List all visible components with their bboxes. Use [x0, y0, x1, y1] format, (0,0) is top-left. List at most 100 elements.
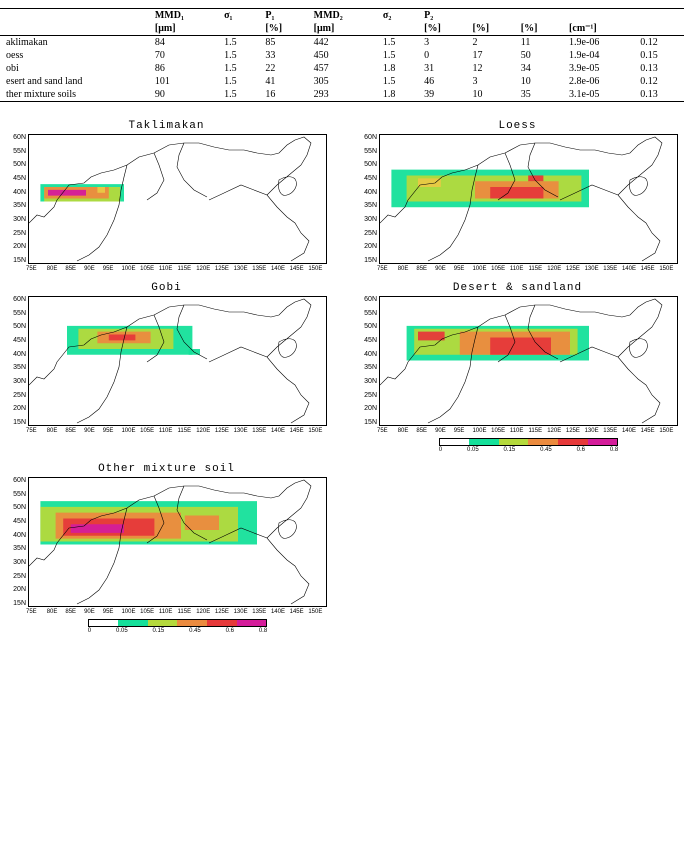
table-cell: 17: [466, 49, 514, 62]
x-axis-labels: 75E80E85E90E95E100E105E110E115E120E125E1…: [28, 266, 327, 272]
map-plot: [28, 134, 327, 264]
table-cell: 86: [149, 62, 218, 75]
table-cell: 1.9e-06: [563, 36, 634, 50]
table-cell: 31: [418, 62, 466, 75]
table-cell: 22: [259, 62, 307, 75]
map-title: Taklimakan: [6, 120, 327, 132]
map-panel: Taklimakan 60N55N50N45N40N35N30N25N20N15N…: [6, 120, 327, 272]
table-cell: 1.5: [218, 49, 259, 62]
param-table-section: MMD₁σ₁P₁MMD₂σ₂P₂ [μm][%][μm][%][%][%][cm…: [0, 0, 684, 110]
y-axis-labels: 60N55N50N45N40N35N30N25N20N15N: [6, 477, 28, 607]
y-axis-labels: 60N55N50N45N40N35N30N25N20N15N: [357, 134, 379, 264]
table-cell: 1.8: [377, 88, 418, 102]
col-header-unit: [377, 22, 418, 36]
table-cell: 39: [418, 88, 466, 102]
table-cell: 2.8e-06: [563, 75, 634, 88]
table-cell: 1.5: [218, 36, 259, 50]
map-title: Gobi: [6, 282, 327, 294]
map-plot: [28, 477, 327, 607]
table-cell: esert and sand land: [0, 75, 149, 88]
x-axis-labels: 75E80E85E90E95E100E105E110E115E120E125E1…: [379, 266, 678, 272]
table-cell: 90: [149, 88, 218, 102]
col-header: [0, 9, 149, 23]
table-cell: aklimakan: [0, 36, 149, 50]
table-cell: 10: [515, 75, 563, 88]
map-plot: [28, 296, 327, 426]
col-header: σ₁: [218, 9, 259, 23]
table-row: oess701.5334501.5017501.9e-040.15: [0, 49, 684, 62]
colorbar: 00.050.150.450.60.8: [28, 619, 327, 634]
col-header: [466, 9, 514, 23]
table-cell: 0.13: [634, 88, 684, 102]
table-cell: 1.5: [377, 75, 418, 88]
table-cell: 3.1e-05: [563, 88, 634, 102]
table-cell: 46: [418, 75, 466, 88]
map-panel: Desert & sandland 60N55N50N45N40N35N30N25…: [357, 282, 678, 453]
map-title: Other mixture soil: [6, 463, 327, 475]
col-header: MMD₁: [149, 9, 218, 23]
col-header: [563, 9, 634, 23]
table-row: esert and sand land1011.5413051.5463102.…: [0, 75, 684, 88]
col-header: MMD₂: [308, 9, 377, 23]
x-axis-labels: 75E80E85E90E95E100E105E110E115E120E125E1…: [28, 428, 327, 434]
table-cell: 101: [149, 75, 218, 88]
col-header: [634, 9, 684, 23]
table-cell: 85: [259, 36, 307, 50]
table-cell: 1.5: [218, 75, 259, 88]
table-cell: 35: [515, 88, 563, 102]
table-row: obi861.5224571.83112343.9e-050.13: [0, 62, 684, 75]
table-cell: 1.5: [377, 49, 418, 62]
table-cell: 0.15: [634, 49, 684, 62]
col-header-unit: [%]: [259, 22, 307, 36]
col-header-unit: [μm]: [308, 22, 377, 36]
table-cell: 33: [259, 49, 307, 62]
table-cell: obi: [0, 62, 149, 75]
col-header: P₁: [259, 9, 307, 23]
col-header-unit: [μm]: [149, 22, 218, 36]
table-cell: 0.12: [634, 36, 684, 50]
table-cell: 3.9e-05: [563, 62, 634, 75]
table-cell: 0.12: [634, 75, 684, 88]
col-header: [515, 9, 563, 23]
table-cell: 1.5: [218, 62, 259, 75]
map-panel: Other mixture soil 60N55N50N45N40N35N30N2…: [6, 463, 327, 634]
table-cell: 11: [515, 36, 563, 50]
table-cell: 293: [308, 88, 377, 102]
table-cell: 2: [466, 36, 514, 50]
table-cell: 41: [259, 75, 307, 88]
map-title: Loess: [357, 120, 678, 132]
table-cell: 70: [149, 49, 218, 62]
y-axis-labels: 60N55N50N45N40N35N30N25N20N15N: [6, 296, 28, 426]
table-cell: 0.13: [634, 62, 684, 75]
map-title: Desert & sandland: [357, 282, 678, 294]
table-cell: 442: [308, 36, 377, 50]
table-cell: 50: [515, 49, 563, 62]
table-cell: oess: [0, 49, 149, 62]
col-header: σ₂: [377, 9, 418, 23]
table-cell: 1.5: [377, 36, 418, 50]
table-cell: 3: [418, 36, 466, 50]
table-cell: 1.5: [218, 88, 259, 102]
table-cell: 3: [466, 75, 514, 88]
y-axis-labels: 60N55N50N45N40N35N30N25N20N15N: [357, 296, 379, 426]
col-header-unit: [%]: [466, 22, 514, 36]
colorbar: 00.050.150.450.60.8: [379, 438, 678, 453]
maps-section: Taklimakan 60N55N50N45N40N35N30N25N20N15N…: [0, 110, 684, 644]
map-plot: [379, 134, 678, 264]
table-cell: 34: [515, 62, 563, 75]
table-cell: 450: [308, 49, 377, 62]
table-cell: ther mixture soils: [0, 88, 149, 102]
col-header-unit: [0, 22, 149, 36]
map-plot: [379, 296, 678, 426]
param-table: MMD₁σ₁P₁MMD₂σ₂P₂ [μm][%][μm][%][%][%][cm…: [0, 8, 684, 102]
table-cell: 12: [466, 62, 514, 75]
col-header-unit: [218, 22, 259, 36]
table-cell: 1.8: [377, 62, 418, 75]
col-header-unit: [cm⁻¹]: [563, 22, 634, 36]
table-cell: 305: [308, 75, 377, 88]
col-header: P₂: [418, 9, 466, 23]
y-axis-labels: 60N55N50N45N40N35N30N25N20N15N: [6, 134, 28, 264]
table-row: aklimakan841.5854421.532111.9e-060.12: [0, 36, 684, 50]
col-header-unit: [%]: [515, 22, 563, 36]
table-cell: 84: [149, 36, 218, 50]
